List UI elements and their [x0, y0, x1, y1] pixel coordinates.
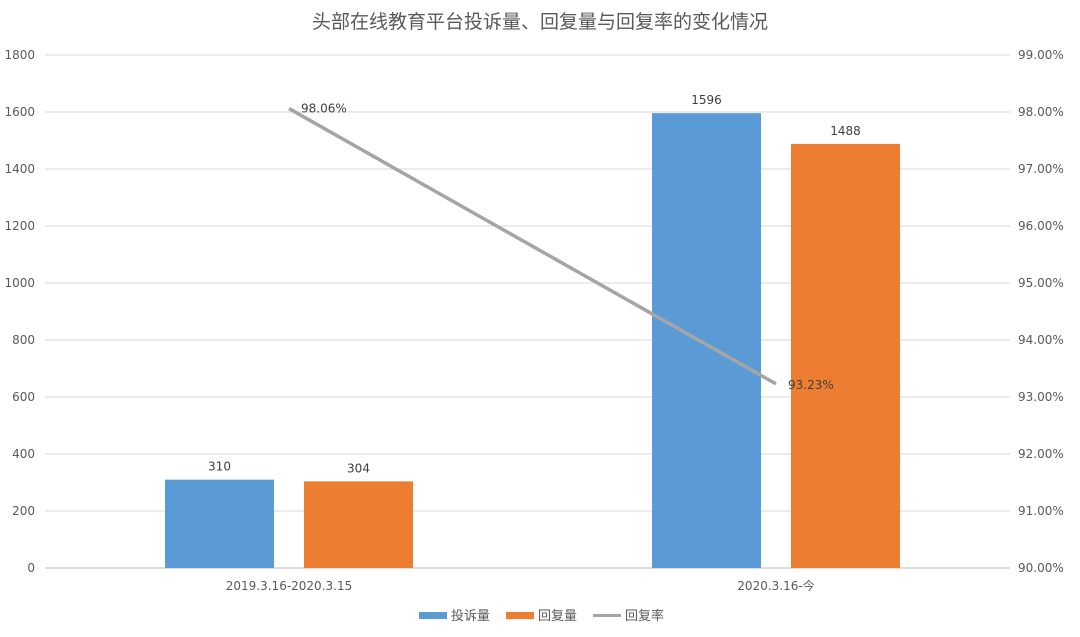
bars: 310 1596 304 1488 — [165, 93, 900, 569]
x-axis: 2019.3.16-2020.3.15 2020.3.16-今 — [226, 578, 815, 593]
y-left-tick-label: 400 — [12, 447, 35, 461]
y-right-tick-label: 98.00% — [1018, 105, 1064, 119]
bar-data-label: 1596 — [691, 93, 722, 107]
bar-complaints — [652, 113, 761, 568]
y-left-tick-label: 800 — [12, 333, 35, 347]
legend-label: 回复量 — [538, 609, 577, 624]
y-left-tick-label: 1200 — [4, 219, 35, 233]
legend: 投诉量 回复量 回复率 — [419, 608, 664, 624]
y-right-tick-label: 95.00% — [1018, 276, 1064, 290]
rate-data-label: 98.06% — [301, 102, 347, 116]
rate-data-label: 93.23% — [788, 378, 834, 392]
bar-complaints — [165, 479, 274, 568]
y-left-tick-label: 1400 — [4, 162, 35, 176]
y-right-tick-label: 97.00% — [1018, 162, 1064, 176]
y-right-tick-label: 93.00% — [1018, 390, 1064, 404]
bar-replies — [304, 481, 413, 568]
bar-data-label: 1488 — [830, 124, 861, 138]
y-axis-right: 90.00% 91.00% 92.00% 93.00% 94.00% 95.00% 96.0… — [1018, 48, 1064, 575]
y-left-tick-label: 1800 — [4, 48, 35, 62]
bar-replies — [791, 143, 900, 569]
y-axis-left: 0 200 400 600 800 1000 1200 1400 1600 1800 — [4, 48, 35, 575]
y-left-tick-label: 600 — [12, 390, 35, 404]
legend-swatch — [506, 612, 534, 619]
legend-label: 投诉量 — [451, 608, 490, 624]
rate-line: 98.06% 93.23% — [288, 102, 834, 392]
bar-data-label: 304 — [347, 461, 370, 475]
x-tick-label: 2020.3.16-今 — [737, 578, 814, 593]
y-left-tick-label: 0 — [27, 561, 35, 575]
y-right-tick-label: 92.00% — [1018, 447, 1064, 461]
legend-label: 回复率 — [625, 608, 664, 624]
y-right-tick-label: 94.00% — [1018, 333, 1064, 347]
bar-data-label: 310 — [208, 460, 231, 474]
y-right-tick-label: 91.00% — [1018, 504, 1064, 518]
y-right-tick-label: 96.00% — [1018, 219, 1064, 233]
y-right-tick-label: 99.00% — [1018, 48, 1064, 62]
rate-line-path — [288, 107, 777, 386]
x-tick-label: 2019.3.16-2020.3.15 — [226, 579, 352, 593]
y-right-tick-label: 90.00% — [1018, 561, 1064, 575]
y-left-tick-label: 1000 — [4, 276, 35, 290]
y-left-tick-label: 1600 — [4, 105, 35, 119]
chart-title: 头部在线教育平台投诉量、回复量与回复率的变化情况 — [312, 11, 768, 33]
legend-swatch — [419, 612, 447, 619]
y-left-tick-label: 200 — [12, 504, 35, 518]
